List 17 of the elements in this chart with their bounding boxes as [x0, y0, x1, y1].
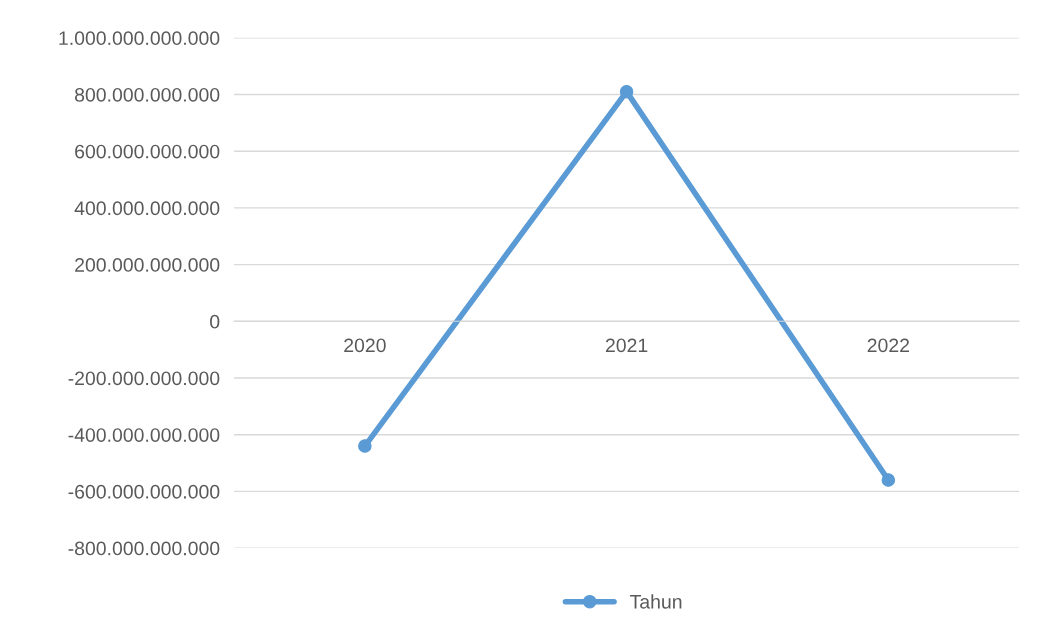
y-tick-label: -600.000.000.000 — [68, 484, 220, 499]
y-tick-label: 200.000.000.000 — [75, 258, 220, 272]
x-tick-label: 2020 — [344, 338, 386, 353]
y-tick-label: -200.000.000.000 — [68, 371, 220, 386]
x-tick-label: 2021 — [605, 338, 648, 353]
y-tick-label: 600.000.000.000 — [75, 144, 220, 159]
y-tick-label: -800.000.000.000 — [68, 541, 220, 556]
y-tick-label: 0 — [210, 314, 220, 329]
y-tick-label: 1.000.000.000.000 — [59, 31, 220, 46]
y-tick-label: -400.000.000.000 — [68, 428, 220, 442]
point — [358, 439, 372, 453]
y-tick-label: 400.000.000.000 — [74, 201, 220, 216]
point — [881, 473, 896, 487]
y-tick-label: 800.000.000.000 — [74, 87, 220, 102]
point — [619, 84, 634, 99]
legend-label: Tahun — [630, 594, 682, 609]
x-tick-label: 2022 — [867, 338, 909, 353]
